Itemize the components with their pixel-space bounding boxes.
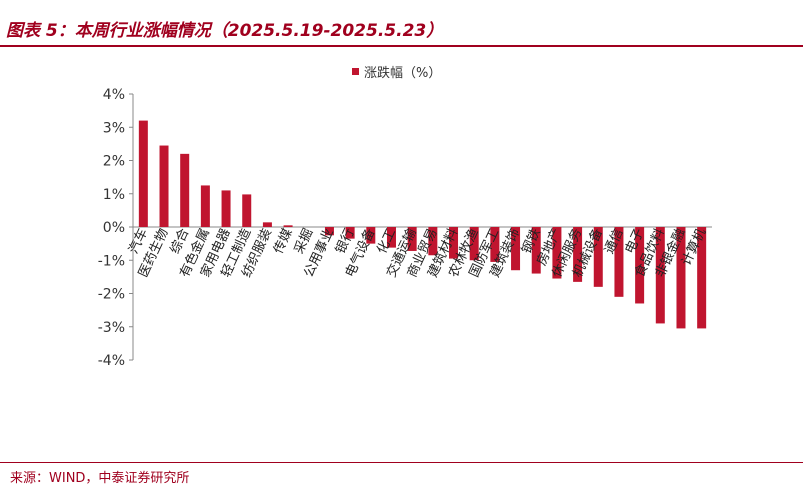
bar	[407, 227, 417, 251]
bar	[676, 227, 686, 329]
bar	[593, 227, 603, 287]
bar	[490, 227, 500, 262]
y-tick-label: 3%	[103, 120, 125, 136]
y-tick-label: -3%	[98, 320, 125, 336]
bar	[324, 227, 334, 236]
bar	[449, 227, 459, 259]
source-note: 来源：WIND，中泰证券研究所	[10, 471, 190, 486]
y-tick-label: -1%	[98, 253, 125, 269]
bar	[614, 227, 624, 297]
bar	[697, 227, 707, 329]
y-tick-label: 0%	[103, 220, 125, 236]
bar	[511, 227, 521, 271]
y-tick-label: 2%	[103, 154, 125, 170]
y-tick-label: 1%	[103, 187, 125, 203]
title-divider	[0, 45, 803, 47]
bar	[200, 185, 210, 227]
bar	[345, 227, 355, 239]
bar	[635, 227, 645, 304]
y-tick-label: -2%	[98, 287, 125, 303]
bar	[428, 227, 438, 256]
bar	[221, 190, 231, 227]
bar	[180, 153, 190, 227]
bar	[242, 194, 252, 227]
bar	[573, 227, 583, 282]
bar	[262, 222, 272, 227]
axis-layer: 4% 3% 2% 1% 0% -1% -2% -3% -4%	[98, 87, 712, 369]
bar	[138, 120, 148, 227]
bar	[552, 227, 562, 279]
figure-title: 图表 5：本周行业涨幅情况（2025.5.19-2025.5.23）	[6, 21, 444, 41]
y-tick-label: 4%	[103, 87, 125, 103]
bar-layer	[138, 120, 707, 329]
legend-label: 涨跌幅（%）	[364, 65, 441, 81]
bar	[469, 227, 479, 261]
bar-chart: 4%3%2%1%0%-1%-2%-3%-4% 汽车医药生物综合有色金属家用电器轻…	[98, 65, 712, 369]
bar	[386, 227, 396, 248]
bar	[531, 227, 541, 274]
legend-swatch	[352, 68, 359, 75]
y-tick-label: -4%	[98, 353, 125, 369]
bar	[366, 227, 376, 244]
category-label: 传媒	[271, 226, 296, 256]
bar	[159, 145, 169, 227]
footer-divider	[0, 462, 803, 463]
bar	[283, 225, 293, 227]
legend: 涨跌幅（%）	[352, 65, 441, 81]
bar	[655, 227, 665, 324]
